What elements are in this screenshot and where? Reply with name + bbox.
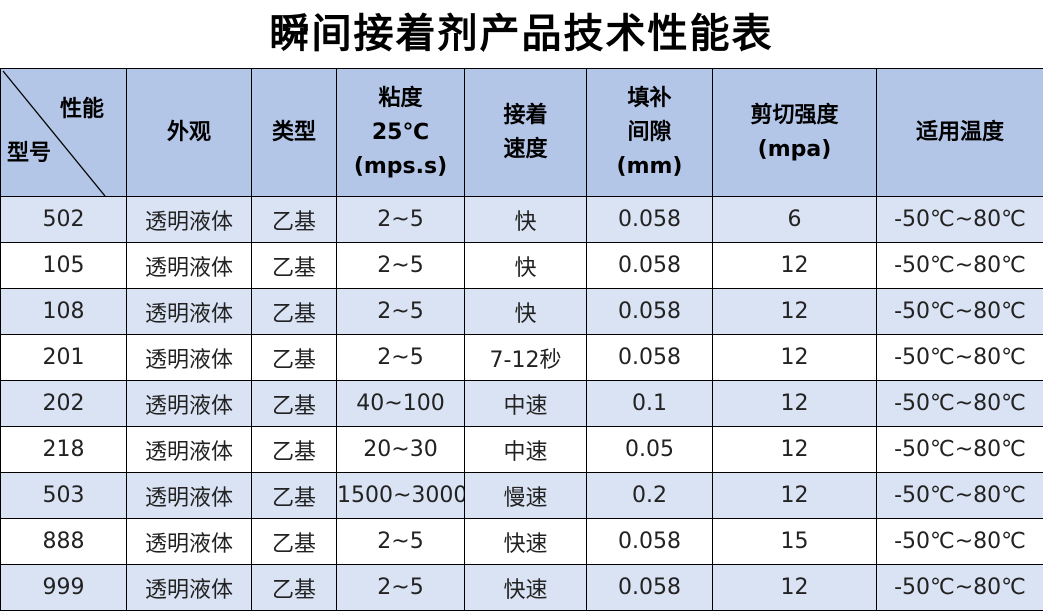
- table-row: 108 透明液体 乙基 2~5 快 0.058 12 -50℃~80℃: [0, 288, 1043, 335]
- table-cell: 0.058: [586, 518, 713, 565]
- model-cell: 105: [0, 242, 127, 289]
- table-cell: -50℃~80℃: [876, 196, 1043, 243]
- table-cell: 0.058: [586, 196, 713, 243]
- table-cell: -50℃~80℃: [876, 518, 1043, 565]
- table-cell: 40~100: [336, 380, 465, 427]
- table-cell: 7-12秒: [464, 334, 587, 381]
- table-cell: 0.058: [586, 288, 713, 335]
- table-row: 503 透明液体 乙基 1500~3000 慢速 0.2 12 -50℃~80℃: [0, 472, 1043, 519]
- table-row: 218 透明液体 乙基 20~30 中速 0.05 12 -50℃~80℃: [0, 426, 1043, 473]
- table-cell: 12: [712, 242, 877, 289]
- table-cell: 乙基: [251, 288, 337, 335]
- table-cell: 1500~3000: [336, 472, 465, 519]
- table-cell: 0.058: [586, 334, 713, 381]
- table-cell: 2~5: [336, 518, 465, 565]
- table-cell: -50℃~80℃: [876, 426, 1043, 473]
- table-cell: 快速: [464, 518, 587, 565]
- table-cell: 15: [712, 518, 877, 565]
- corner-bottom-label: 型号: [7, 141, 52, 166]
- table-cell: 快: [464, 196, 587, 243]
- table-cell: 透明液体: [126, 472, 252, 519]
- table-cell: 透明液体: [126, 564, 252, 611]
- table-cell: -50℃~80℃: [876, 472, 1043, 519]
- table-cell: 透明液体: [126, 196, 252, 243]
- table-cell: 12: [712, 288, 877, 335]
- table-cell: 透明液体: [126, 380, 252, 427]
- table-cell: 20~30: [336, 426, 465, 473]
- model-cell: 999: [0, 564, 127, 611]
- table-cell: 0.058: [586, 242, 713, 289]
- table-cell: 0.05: [586, 426, 713, 473]
- table-cell: 乙基: [251, 472, 337, 519]
- table-cell: 中速: [464, 380, 587, 427]
- table-cell: 乙基: [251, 242, 337, 289]
- corner-top-label: 性能: [59, 97, 104, 122]
- table-cell: 6: [712, 196, 877, 243]
- model-cell: 201: [0, 334, 127, 381]
- column-header: 适用温度: [876, 68, 1043, 197]
- table-cell: 0.1: [586, 380, 713, 427]
- header-row: 性能 型号 外观 类型 粘度 25℃ (mps.s) 接着 速度 填补 间隙 (mm) 剪…: [0, 68, 1043, 197]
- table-cell: 中速: [464, 426, 587, 473]
- column-header: 剪切强度 (mpa): [712, 68, 877, 197]
- table-cell: 乙基: [251, 196, 337, 243]
- table-cell: 乙基: [251, 334, 337, 381]
- table-cell: 12: [712, 426, 877, 473]
- table-cell: 乙基: [251, 564, 337, 611]
- table-row: 999 透明液体 乙基 2~5 快速 0.058 12 -50℃~80℃: [0, 564, 1043, 611]
- table-cell: 2~5: [336, 334, 465, 381]
- table-cell: 12: [712, 380, 877, 427]
- model-cell: 108: [0, 288, 127, 335]
- table-cell: -50℃~80℃: [876, 288, 1043, 335]
- table-cell: 快: [464, 242, 587, 289]
- model-cell: 888: [0, 518, 127, 565]
- model-cell: 503: [0, 472, 127, 519]
- model-cell: 202: [0, 380, 127, 427]
- model-cell: 502: [0, 196, 127, 243]
- table-cell: 12: [712, 472, 877, 519]
- corner-header: 性能 型号: [0, 68, 127, 197]
- table-cell: 12: [712, 564, 877, 611]
- table-row: 201 透明液体 乙基 2~5 7-12秒 0.058 12 -50℃~80℃: [0, 334, 1043, 381]
- table-cell: 乙基: [251, 380, 337, 427]
- table-cell: -50℃~80℃: [876, 564, 1043, 611]
- table-cell: -50℃~80℃: [876, 334, 1043, 381]
- table-cell: 透明液体: [126, 288, 252, 335]
- column-header: 类型: [251, 68, 337, 197]
- column-header: 填补 间隙 (mm): [586, 68, 713, 197]
- column-header: 接着 速度: [464, 68, 587, 197]
- table-cell: 12: [712, 334, 877, 381]
- column-header: 外观: [126, 68, 252, 197]
- table-row: 888 透明液体 乙基 2~5 快速 0.058 15 -50℃~80℃: [0, 518, 1043, 565]
- table-row: 502 透明液体 乙基 2~5 快 0.058 6 -50℃~80℃: [0, 196, 1043, 243]
- model-cell: 218: [0, 426, 127, 473]
- table-cell: 乙基: [251, 426, 337, 473]
- performance-table: 性能 型号 外观 类型 粘度 25℃ (mps.s) 接着 速度 填补 间隙 (mm) 剪…: [0, 68, 1043, 611]
- diagonal-divider: [2, 70, 106, 196]
- table-cell: 慢速: [464, 472, 587, 519]
- table-cell: 0.058: [586, 564, 713, 611]
- column-header: 粘度 25℃ (mps.s): [336, 68, 465, 197]
- table-row: 202 透明液体 乙基 40~100 中速 0.1 12 -50℃~80℃: [0, 380, 1043, 427]
- table-cell: 透明液体: [126, 334, 252, 381]
- table-cell: -50℃~80℃: [876, 242, 1043, 289]
- table-cell: 快速: [464, 564, 587, 611]
- table-cell: 透明液体: [126, 426, 252, 473]
- page-title: 瞬间接着剂产品技术性能表: [269, 11, 774, 57]
- table-cell: 乙基: [251, 518, 337, 565]
- table-cell: 2~5: [336, 288, 465, 335]
- table-cell: 透明液体: [126, 242, 252, 289]
- table-cell: 2~5: [336, 242, 465, 289]
- table-cell: 0.2: [586, 472, 713, 519]
- table-cell: 透明液体: [126, 518, 252, 565]
- table-cell: 快: [464, 288, 587, 335]
- table-cell: 2~5: [336, 196, 465, 243]
- table-cell: -50℃~80℃: [876, 380, 1043, 427]
- table-row: 105 透明液体 乙基 2~5 快 0.058 12 -50℃~80℃: [0, 242, 1043, 289]
- table-cell: 2~5: [336, 564, 465, 611]
